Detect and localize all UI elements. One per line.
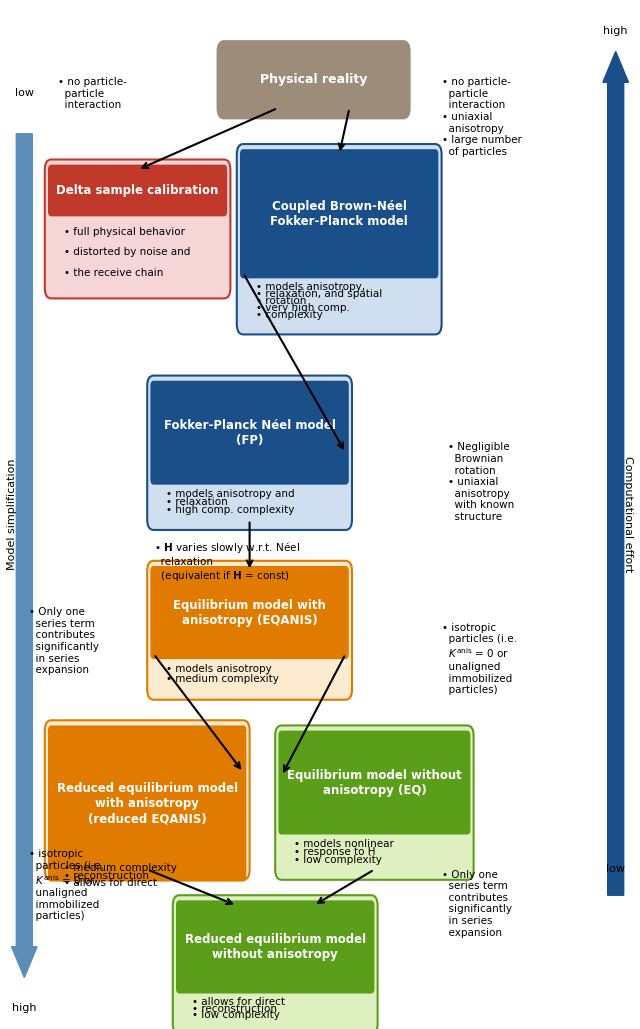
FancyBboxPatch shape [150,566,349,660]
Text: Model simplification: Model simplification [6,459,17,570]
Text: • allows for direct: • allows for direct [192,997,285,1007]
Text: • isotropic
  particles (i.e.
  $K^{\mathrm{anis}}$ = 0 or
  unaligned
  immobil: • isotropic particles (i.e. $K^{\mathrm{… [29,849,104,922]
Text: • models anisotropy and: • models anisotropy and [166,489,295,499]
FancyBboxPatch shape [45,159,230,298]
FancyBboxPatch shape [173,895,378,1029]
Text: • no particle-
  particle
  interaction
• uniaxial
  anisotropy
• large number
 : • no particle- particle interaction • un… [442,77,522,156]
Text: • distorted by noise and: • distorted by noise and [64,247,190,257]
FancyBboxPatch shape [45,720,250,880]
Text: • models anisotropy,: • models anisotropy, [256,282,365,292]
Text: • isotropic
  particles (i.e.
  $K^{\mathrm{anis}}$ = 0 or
  unaligned
  immobil: • isotropic particles (i.e. $K^{\mathrm{… [442,623,516,696]
FancyArrow shape [12,134,37,978]
Text: • high comp. complexity: • high comp. complexity [166,505,295,516]
Text: • models anisotropy: • models anisotropy [166,665,272,674]
Text: • medium complexity: • medium complexity [166,674,279,684]
Text: Delta sample calibration: Delta sample calibration [56,184,219,197]
Text: Reduced equilibrium model
without anisotropy: Reduced equilibrium model without anisot… [184,933,366,961]
Text: Fokker-Planck Néel model
(FP): Fokker-Planck Néel model (FP) [164,419,335,447]
FancyBboxPatch shape [240,149,438,278]
FancyBboxPatch shape [275,725,474,880]
Text: • response to H: • response to H [294,847,376,857]
Text: • Only one
  series term
  contributes
  significantly
  in series
  expansion: • Only one series term contributes signi… [442,870,511,937]
Text: • low complexity: • low complexity [192,1010,280,1021]
FancyBboxPatch shape [147,376,352,530]
Text: • relaxation, and spatial: • relaxation, and spatial [256,289,382,299]
Text: low: low [15,87,34,98]
Text: high: high [604,26,628,36]
Text: • the receive chain: • the receive chain [64,268,163,278]
Text: • very high comp.: • very high comp. [256,304,350,314]
Text: Physical reality: Physical reality [260,73,367,86]
Text: • reconstruction: • reconstruction [64,871,149,881]
FancyBboxPatch shape [176,900,374,994]
Text: • Only one
  series term
  contributes
  significantly
  in series
  expansion: • Only one series term contributes signi… [29,607,99,675]
Text: Coupled Brown-Néel
Fokker-Planck model: Coupled Brown-Néel Fokker-Planck model [270,200,408,227]
FancyBboxPatch shape [237,144,442,334]
Text: • allows for direct: • allows for direct [64,878,157,888]
FancyArrow shape [603,51,628,895]
Text: • Negligible
  Brownian
  rotation
• uniaxial
  anisotropy
  with known
  struct: • Negligible Brownian rotation • uniaxia… [448,442,515,522]
Text: Reduced equilibrium model
with anisotropy
(reduced EQANIS): Reduced equilibrium model with anisotrop… [56,782,238,825]
Text: • no particle-
  particle
  interaction: • no particle- particle interaction [58,77,127,110]
FancyBboxPatch shape [150,381,349,485]
Text: • low complexity: • low complexity [294,855,382,865]
Text: • reconstruction: • reconstruction [192,1003,277,1014]
Text: • models nonlinear: • models nonlinear [294,839,394,849]
Text: Equilibrium model with
anisotropy (EQANIS): Equilibrium model with anisotropy (EQANI… [173,599,326,627]
FancyBboxPatch shape [48,165,227,216]
Text: • $\mathbf{H}$ varies slowly w.r.t. Néel
  relaxation
  (equivalent if $\mathbf{: • $\mathbf{H}$ varies slowly w.r.t. Néel… [154,540,300,582]
FancyBboxPatch shape [218,41,410,118]
FancyBboxPatch shape [48,725,246,882]
Text: • medium complexity: • medium complexity [64,863,177,873]
FancyBboxPatch shape [147,561,352,700]
FancyBboxPatch shape [278,731,470,835]
Text: low: low [606,864,625,875]
Text: Computational effort: Computational effort [623,457,634,572]
Text: high: high [12,1003,36,1014]
Text: • full physical behavior: • full physical behavior [64,226,185,237]
Text: • rotation: • rotation [256,296,307,307]
Text: • relaxation: • relaxation [166,497,228,507]
Text: Equilibrium model without
anisotropy (EQ): Equilibrium model without anisotropy (EQ… [287,769,462,796]
Text: • complexity: • complexity [256,311,323,320]
